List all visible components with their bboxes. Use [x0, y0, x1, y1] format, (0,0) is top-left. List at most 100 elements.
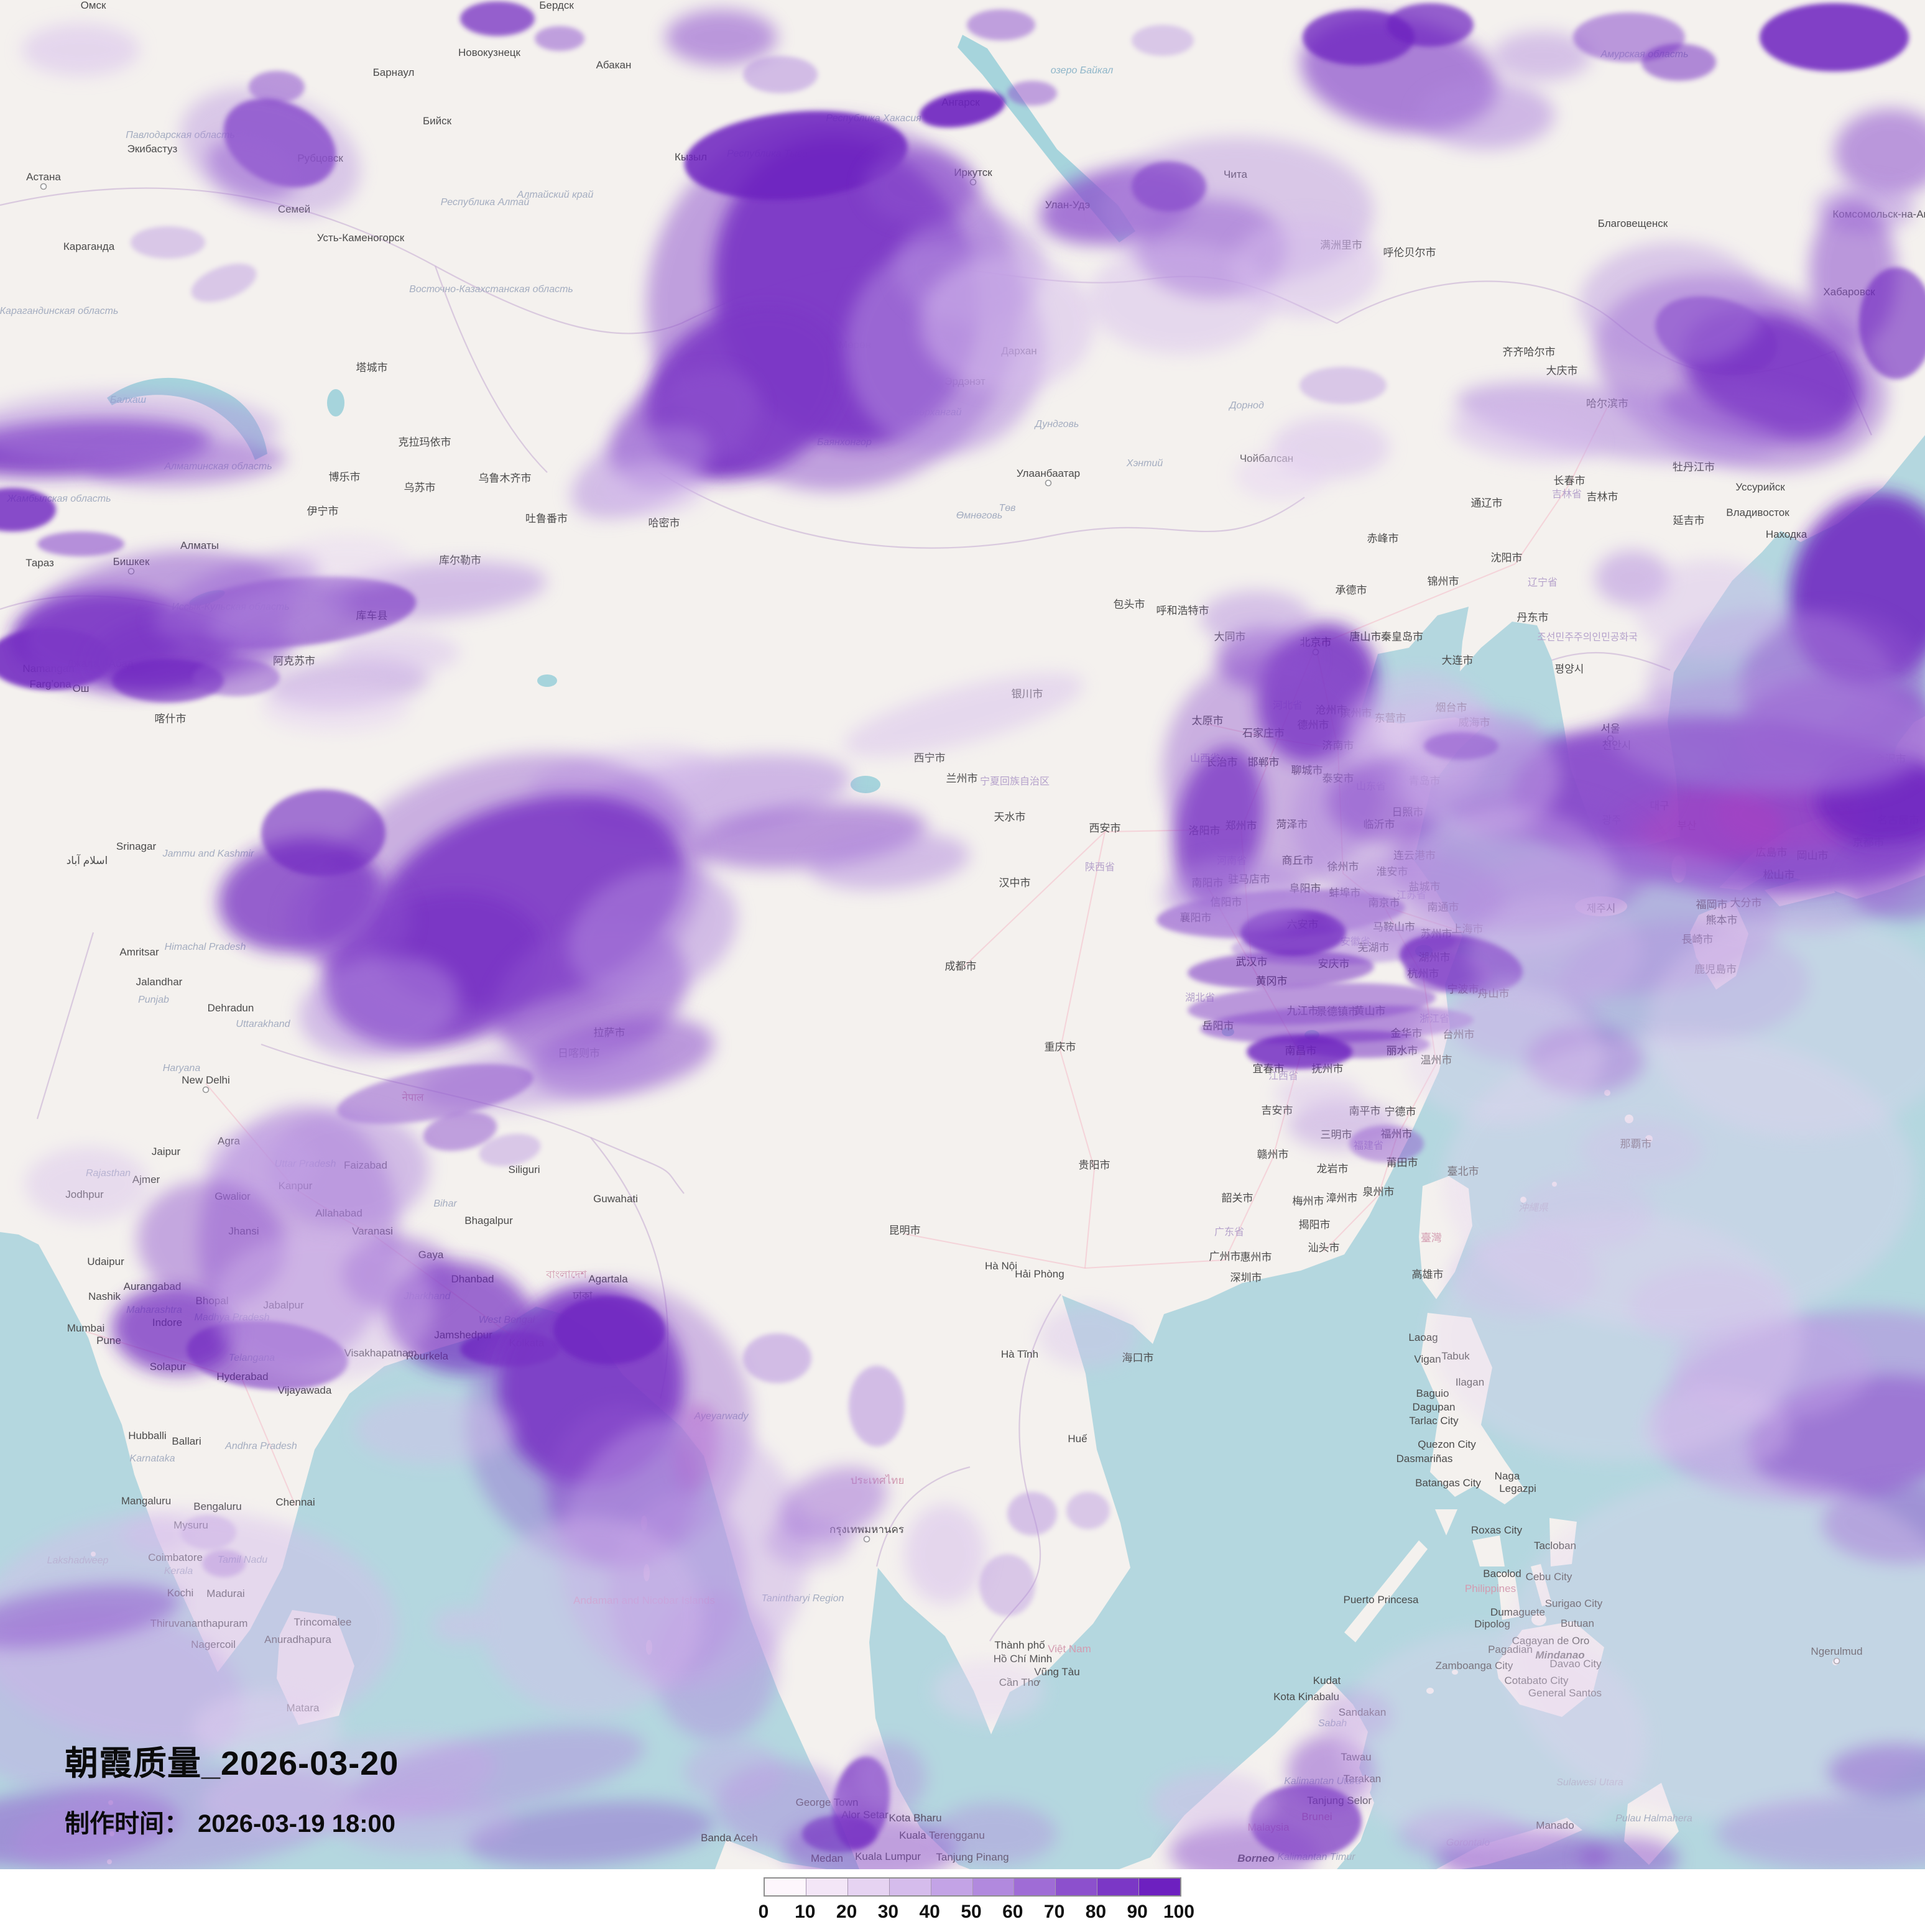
map-label-city: Абакан [596, 59, 632, 71]
map-label-city: Ballari [172, 1435, 201, 1447]
map-label-city: 乌鲁木齐市 [479, 472, 532, 484]
admin-border [36, 932, 95, 1120]
map-label-city: 大庆市 [1546, 365, 1578, 377]
heatmap-blob [979, 1554, 1035, 1616]
legend-tick: 10 [795, 1902, 816, 1922]
map-label-city: Bacolod [1483, 1568, 1521, 1580]
map-label-city: Roxas City [1471, 1524, 1523, 1536]
heatmap-blob [1405, 988, 1604, 1125]
map-label-region: Хэнтий [1126, 458, 1163, 469]
heatmap-blob [261, 789, 385, 876]
map-label-city: Hubballi [128, 1430, 166, 1442]
production-time-label: 制作时间： [65, 1810, 189, 1838]
map-label-city: Udaipur [87, 1256, 124, 1267]
map-label-city: Dehradun [208, 1002, 254, 1014]
map-label-city: 克拉玛依市 [399, 436, 451, 448]
map-label-city: Huế [1068, 1433, 1087, 1445]
admin-border [0, 187, 682, 334]
map-label-city: Hải Phòng [1015, 1268, 1064, 1280]
city-marker-dot [40, 183, 47, 190]
map-label-region: Bihar [433, 1198, 457, 1209]
legend-color-cell [972, 1879, 1015, 1895]
map-label-region: Дорнод [1228, 400, 1264, 411]
map-label-city: Уссурийск [1735, 481, 1785, 493]
map-label-city: 漳州市 [1326, 1192, 1358, 1204]
heatmap-blob [336, 631, 460, 674]
legend-tick: 80 [1085, 1902, 1107, 1922]
legend-color-cell [1139, 1879, 1181, 1895]
legend-color-cell [1014, 1879, 1056, 1895]
heatmap-blob [843, 673, 1084, 757]
map-label-city: 秦皇岛市 [1381, 631, 1423, 643]
heatmap-blob [743, 56, 818, 93]
heatmap-blob [933, 1660, 1045, 1722]
map-label-prov: 조선민주주의인민공화국 [1537, 632, 1638, 643]
heatmap-blob [1760, 3, 1909, 71]
map-label-city: 沈阳市 [1491, 552, 1523, 564]
map-label-city: Астана [26, 171, 61, 183]
map-label-city: Находка [1766, 528, 1807, 540]
legend-tick: 100 [1163, 1902, 1195, 1922]
map-label-city: Vũng Tàu [1034, 1666, 1079, 1678]
map-label-city: Mangaluru [121, 1495, 171, 1507]
heatmap-blob [193, 1691, 342, 1765]
map-label-city: Усть-Каменогорск [317, 232, 405, 244]
map-label-city: 呼和浩特市 [1156, 605, 1209, 617]
heatmap-blob [1066, 1492, 1110, 1529]
heatmap-blob [765, 1517, 852, 1566]
map-label-region: Himachal Pradesh [165, 942, 246, 952]
map-label-city: Dagupan [1412, 1401, 1455, 1413]
map-label-city: Jalandhar [136, 976, 183, 988]
map-label-prov: 吉林省 [1552, 489, 1582, 500]
map-label-region: Төв [999, 503, 1015, 513]
map-label-prov: 江西省 [1268, 1070, 1298, 1082]
map-label-city: Улаанбаатар [1017, 467, 1080, 479]
legend-tick: 20 [836, 1902, 857, 1922]
admin-border [658, 472, 1305, 549]
legend-color-cell [765, 1879, 806, 1895]
map-label-city: Bengaluru [193, 1501, 242, 1512]
map-label-city: 贵阳市 [1079, 1159, 1110, 1171]
heatmap-blob [920, 255, 1094, 392]
map-label-city: 평양시 [1555, 663, 1584, 675]
heatmap-blob [684, 1741, 783, 1803]
heatmap-blob [330, 1790, 516, 1852]
admin-border [261, 1043, 685, 1194]
heatmap-blob [354, 1396, 516, 1464]
map-label-city: Тараз [25, 557, 54, 569]
map-label-city: Amritsar [119, 946, 159, 958]
map-label-city: 天水市 [994, 811, 1026, 823]
map-label-city: 喀什市 [155, 713, 187, 725]
map-label-city: 惠州市 [1240, 1251, 1272, 1263]
map-label-region: Jammu and Kashmir [162, 849, 254, 859]
city-marker-dot [1045, 479, 1052, 487]
map-label-city: Chennai [275, 1496, 315, 1508]
heatmap-blob [1449, 1231, 1598, 1318]
map-label-city: 重庆市 [1045, 1041, 1076, 1053]
heatmap-blob [1234, 451, 1327, 500]
heatmap-blob [1661, 382, 1846, 444]
map-label-city: Tarlac City [1409, 1415, 1459, 1427]
map-label-city: 汕头市 [1308, 1242, 1340, 1254]
map-label-city: 广州市 [1209, 1251, 1241, 1263]
map-label-city: اسلام آباد [67, 853, 108, 867]
legend-tick: 50 [961, 1902, 982, 1922]
map-label-pink: Việt Nam [1048, 1643, 1091, 1655]
map-label-pink: Philippines [1465, 1583, 1516, 1594]
map-label-city: Владивосток [1726, 507, 1789, 518]
legend-color-cell [931, 1879, 973, 1895]
heatmap-blob [1299, 367, 1387, 404]
heatmap-blob [112, 1286, 236, 1374]
heatmap-blob [905, 1504, 986, 1604]
map-label-city: 延吉市 [1673, 515, 1705, 527]
map-label-city: 伊宁市 [307, 505, 339, 517]
map-label-city: Алматы [180, 540, 219, 551]
admin-border [434, 265, 548, 473]
map-title: 朝霞质量_2026-03-20 [65, 1745, 399, 1782]
heatmap-blob [1163, 858, 1312, 932]
city-marker-dot [863, 1535, 870, 1543]
map-label-city: Legazpi [1499, 1483, 1536, 1494]
road [904, 1233, 1226, 1269]
map-label-city: Hà Tĩnh [1001, 1348, 1038, 1360]
map-label-city: Экибастуз [127, 143, 178, 155]
